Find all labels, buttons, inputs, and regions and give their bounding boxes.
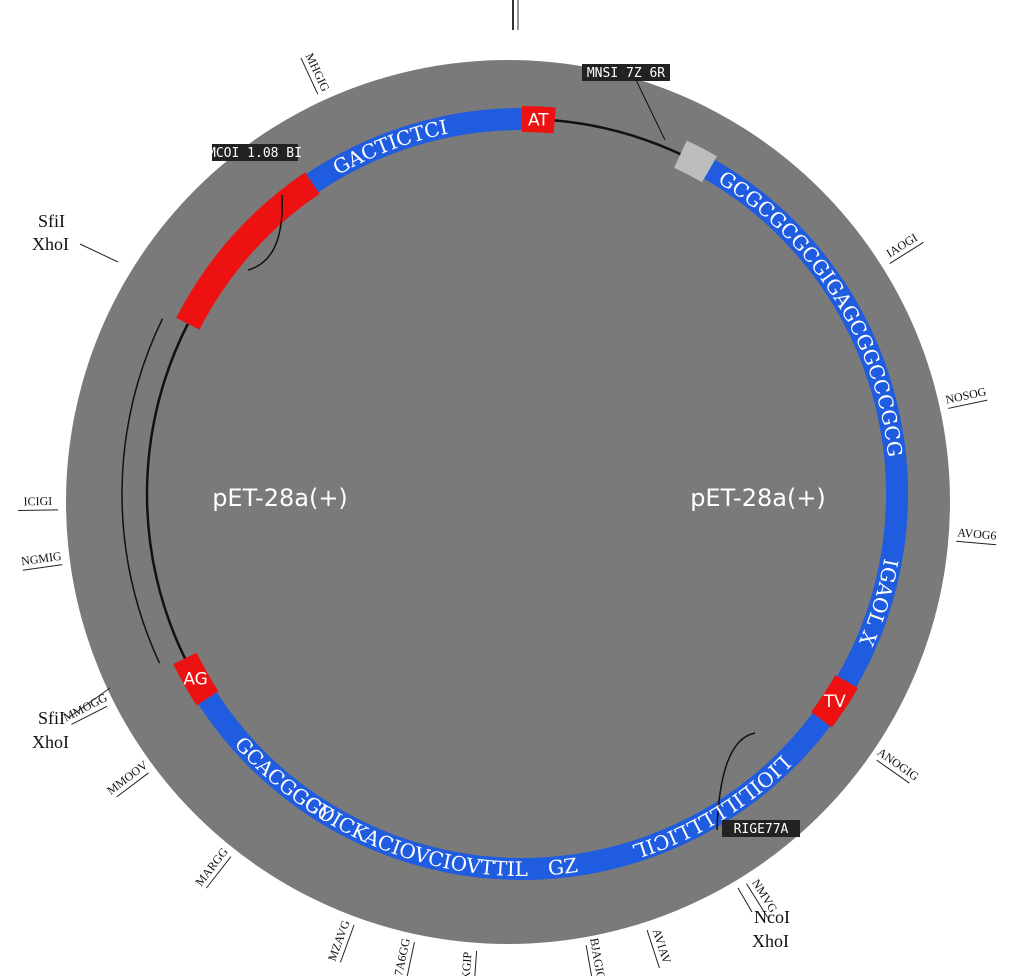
feature-arc: [306, 108, 523, 193]
enzyme-label: XhoI: [32, 732, 69, 752]
tag-label: RIGE77A: [734, 822, 789, 837]
plasmid-name: pET-28a(+): [212, 484, 348, 512]
marker-curve: [716, 732, 756, 831]
arc-sequence-text: GZ: [547, 853, 579, 880]
perimeter-tick: [406, 942, 415, 976]
leader-line: [737, 887, 753, 913]
perimeter-label: 27A6GG: [390, 937, 413, 976]
plasmid-name: pET-28a(+): [690, 484, 826, 512]
feature-label: AT: [528, 110, 549, 130]
tag-box: [582, 64, 670, 81]
perimeter-tick: [116, 772, 149, 798]
enzyme-label: NcoI: [754, 907, 790, 927]
feature-box: [811, 674, 859, 728]
feature-box: [173, 652, 219, 706]
tag-box: [722, 820, 800, 837]
enzyme-label: XhoI: [752, 931, 789, 951]
plasmid-backbone: [66, 60, 950, 944]
perimeter-tick: [956, 540, 997, 546]
enzyme-label: SfiI: [38, 211, 65, 231]
perimeter-tick: [948, 399, 988, 409]
perimeter-label: NKGIP: [458, 951, 475, 976]
perimeter-label: NGMIG: [20, 549, 63, 569]
backbone-line: [121, 318, 164, 664]
enzyme-label: XhoI: [32, 234, 69, 254]
leader-line: [79, 243, 119, 263]
perimeter-label: ICIGI: [23, 494, 52, 508]
perimeter-tick: [646, 929, 660, 969]
tag-label: MCOI 1.08 BI: [208, 146, 302, 161]
feature-label: AG: [183, 670, 208, 690]
feature-arc: [703, 159, 908, 687]
perimeter-tick: [22, 564, 63, 571]
feature-arc: [198, 692, 831, 880]
tag-box: [212, 144, 298, 161]
perimeter-tick: [474, 950, 478, 976]
perimeter-tick: [300, 57, 319, 95]
perimeter-tick: [585, 945, 593, 976]
perimeter-tick: [876, 759, 910, 784]
perimeter-tick: [205, 856, 232, 889]
perimeter-tick: [746, 883, 769, 918]
perimeter-label: NOSOG: [944, 384, 988, 406]
feature-box: [674, 140, 717, 183]
feature-label: TV: [823, 692, 846, 712]
marker-curve: [247, 194, 283, 271]
backbone-line: [554, 119, 682, 156]
perimeter-tick: [71, 705, 108, 725]
perimeter-label: MMOGG: [61, 690, 110, 724]
perimeter-tick: [889, 241, 924, 264]
perimeter-tick: [339, 924, 355, 963]
perimeter-label: MMOOV: [104, 758, 150, 798]
arc-sequence: GZ: [547, 853, 579, 880]
perimeter-label: AVOG6: [957, 525, 997, 542]
perimeter-tick: [18, 509, 59, 512]
perimeter-label: AVIAV: [650, 927, 674, 965]
perimeter-label: MHGIG: [303, 51, 333, 94]
backbone-line: [145, 323, 189, 659]
enzyme-label: SfiI: [38, 708, 65, 728]
leader-line: [635, 79, 666, 141]
feature-box: [521, 106, 556, 134]
leader-line: [67, 687, 111, 719]
tag-label: MNSI 7Z 6R: [587, 66, 665, 81]
feature-arc: [176, 172, 320, 330]
